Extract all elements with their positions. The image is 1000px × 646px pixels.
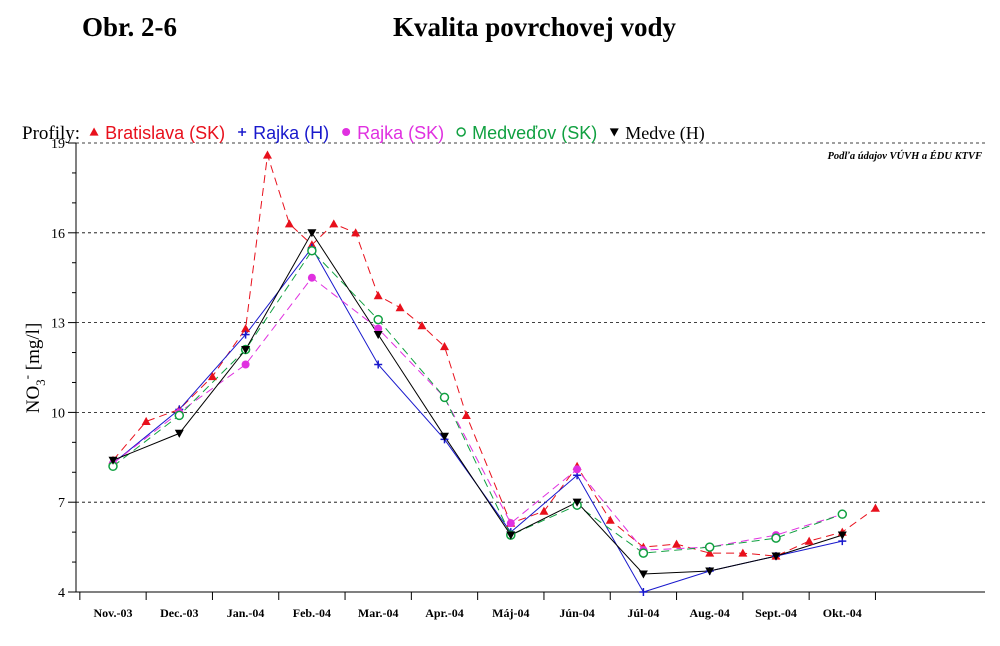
y-tick-label: 13 [51, 317, 65, 332]
data-point-series-3 [771, 533, 781, 543]
data-point-series-4 [837, 531, 847, 540]
grid-lines [76, 142, 985, 503]
series-line-0 [112, 154, 876, 557]
series-line-4 [112, 231, 843, 575]
data-point-series-0 [672, 539, 682, 548]
legend-label: Bratislava (SK) [105, 123, 225, 143]
data-point-series-3 [439, 392, 450, 403]
data-point-series-0 [870, 503, 880, 512]
x-tick-label: Feb.-04 [293, 606, 331, 620]
data-point-series-0 [461, 410, 471, 419]
x-tick-label: Jan.-04 [227, 606, 265, 620]
x-tick-label: Nov.-03 [94, 606, 133, 620]
legend-marker [89, 127, 99, 136]
series-line-2 [112, 276, 843, 551]
data-point-series-0 [440, 342, 449, 351]
data-point-series-0 [804, 536, 814, 545]
x-tick-label: Júl-04 [627, 606, 659, 620]
legend-label: Rajka (H) [253, 123, 329, 143]
y-tick-label: 19 [51, 137, 65, 152]
data-point-series-1 [374, 360, 383, 369]
data-point-series-3 [174, 410, 185, 421]
data-point-series-0 [351, 228, 361, 237]
data-point-series-0 [417, 321, 427, 330]
series-line-3 [112, 250, 843, 554]
data-point-series-0 [141, 416, 151, 425]
source-note: Podľa údajov VÚVH a ÉDU KTVF [827, 150, 982, 162]
data-point-series-3 [307, 246, 317, 256]
data-point-series-2 [374, 324, 383, 333]
data-point-series-4 [705, 567, 715, 576]
x-tick-label: Máj-04 [492, 606, 529, 620]
data-point-series-2 [573, 465, 582, 474]
data-point-series-0 [262, 150, 272, 159]
data-point-series-2 [307, 273, 316, 282]
legend-label: Rajka (SK) [357, 123, 444, 143]
data-point-series-0 [539, 506, 549, 515]
data-point-series-4 [373, 330, 383, 340]
data-point-series-4 [638, 570, 648, 579]
data-point-series-1 [241, 330, 250, 339]
x-tick-label: Aug.-04 [690, 606, 730, 620]
legend-marker [609, 128, 619, 137]
x-tick-label: Dec.-03 [160, 606, 198, 620]
data-point-series-3 [837, 509, 848, 519]
data-point-series-0 [284, 219, 294, 228]
series-line-1 [112, 246, 843, 593]
data-point-series-2 [241, 360, 250, 369]
x-tick-label: Jún-04 [559, 606, 594, 620]
x-tick-label: Okt.-04 [823, 606, 862, 620]
legend-prefix: Profily: [22, 123, 80, 144]
data-point-series-4 [440, 432, 449, 441]
data-point-series-4 [307, 229, 317, 238]
data-point-series-0 [207, 371, 217, 381]
y-tick-label: 16 [51, 227, 65, 242]
x-tick-label: Apr.-04 [425, 606, 464, 620]
legend-label: Medveďov (SK) [472, 123, 597, 143]
legend-label: Medve (H) [625, 123, 704, 144]
data-point-series-2 [506, 519, 515, 528]
data-point-series-0 [738, 548, 748, 557]
legend-marker [238, 128, 247, 136]
series-markers [108, 150, 880, 596]
y-tick-label: 7 [58, 496, 65, 511]
data-point-series-0 [241, 324, 251, 333]
data-point-series-4 [771, 552, 781, 561]
data-point-series-4 [506, 531, 516, 540]
data-point-series-4 [572, 498, 582, 507]
y-tick-label: 10 [51, 406, 65, 421]
data-point-series-0 [605, 515, 615, 524]
legend: Profily: Bratislava (SK) Rajka (H) Rajka (S… [22, 123, 705, 144]
data-point-series-1 [639, 588, 648, 596]
axes: 4 7 10 13 16 19 Nov.-03 Dec.-03 Jan.-04 Feb.-04 Ma… [51, 137, 985, 620]
series-lines [112, 154, 876, 593]
data-point-series-4 [108, 456, 118, 465]
data-point-series-3 [373, 314, 383, 325]
data-point-series-4 [174, 429, 184, 438]
y-tick-label: 4 [58, 586, 65, 601]
data-point-series-0 [373, 291, 383, 300]
y-axis-label: NO3- [mg/l] [19, 323, 48, 414]
data-point-series-0 [329, 219, 339, 228]
legend-marker [456, 127, 466, 137]
page-title: Kvalita povrchovej vody [393, 12, 676, 42]
x-tick-label: Mar.-04 [358, 606, 399, 620]
legend-marker [342, 128, 351, 136]
x-tick-label: Sept.-04 [755, 606, 797, 620]
data-point-series-3 [638, 548, 649, 558]
data-point-series-4 [241, 345, 251, 355]
data-point-series-0 [395, 303, 405, 312]
data-point-series-3 [704, 542, 715, 552]
figure-label: Obr. 2-6 [82, 12, 178, 42]
data-point-series-0 [705, 548, 715, 557]
